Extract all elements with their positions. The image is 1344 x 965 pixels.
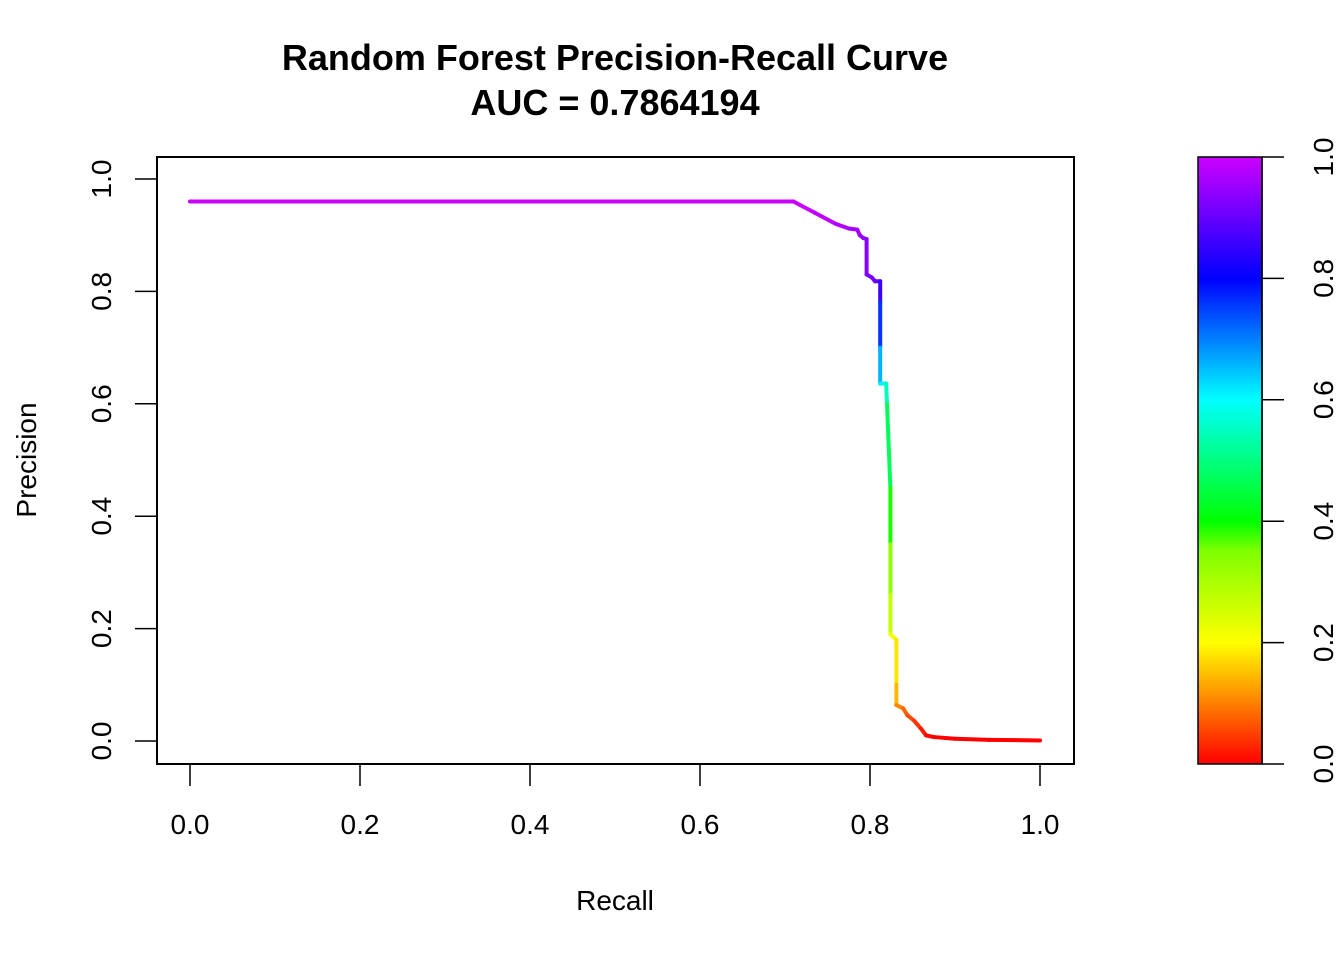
colorbar-gradient bbox=[1198, 157, 1262, 764]
x-tick-label: 0.0 bbox=[171, 809, 210, 840]
curve-segment bbox=[812, 210, 838, 226]
x-axis-label: Recall bbox=[576, 885, 654, 916]
y-axis: 0.0 0.2 0.4 0.6 0.8 1.0 bbox=[86, 160, 158, 761]
curve-segment bbox=[953, 736, 991, 742]
y-tick-label: 0.2 bbox=[86, 609, 117, 648]
chart-title: Random Forest Precision-Recall Curve bbox=[282, 37, 948, 78]
colorbar-tick-label: 1.0 bbox=[1308, 138, 1339, 177]
colorbar-tick-label: 0.8 bbox=[1308, 259, 1339, 298]
curve-segment bbox=[987, 737, 1042, 743]
x-tick-label: 1.0 bbox=[1021, 809, 1060, 840]
colorbar-axis: 0.0 0.2 0.4 0.6 0.8 1.0 bbox=[1261, 138, 1339, 784]
chart-subtitle: AUC = 0.7864194 bbox=[470, 82, 759, 123]
x-tick-label: 0.2 bbox=[341, 809, 380, 840]
colorbar-tick-label: 0.4 bbox=[1308, 502, 1339, 541]
x-tick-label: 0.8 bbox=[851, 809, 890, 840]
curve-segment bbox=[885, 401, 893, 491]
curve-segment bbox=[884, 381, 889, 406]
colorbar-tick-label: 0.0 bbox=[1308, 745, 1339, 784]
y-tick-label: 0.0 bbox=[86, 722, 117, 761]
curve-segment bbox=[931, 735, 957, 741]
curve-segment bbox=[791, 199, 817, 215]
color-legend bbox=[1197, 156, 1263, 765]
x-tick-label: 0.4 bbox=[511, 809, 550, 840]
colorbar-tick-label: 0.6 bbox=[1308, 380, 1339, 419]
curve-segment bbox=[834, 221, 851, 231]
pr-curve bbox=[188, 199, 1042, 743]
y-tick-label: 0.8 bbox=[86, 272, 117, 311]
plot-frame bbox=[156, 156, 1075, 765]
y-tick-label: 1.0 bbox=[86, 160, 117, 199]
y-tick-label: 0.4 bbox=[86, 497, 117, 536]
y-axis-label: Precision bbox=[11, 402, 42, 517]
y-tick-label: 0.6 bbox=[86, 384, 117, 423]
colorbar-tick-label: 0.2 bbox=[1308, 623, 1339, 662]
x-tick-label: 0.6 bbox=[681, 809, 720, 840]
x-axis: 0.0 0.2 0.4 0.6 0.8 1.0 bbox=[171, 763, 1060, 840]
